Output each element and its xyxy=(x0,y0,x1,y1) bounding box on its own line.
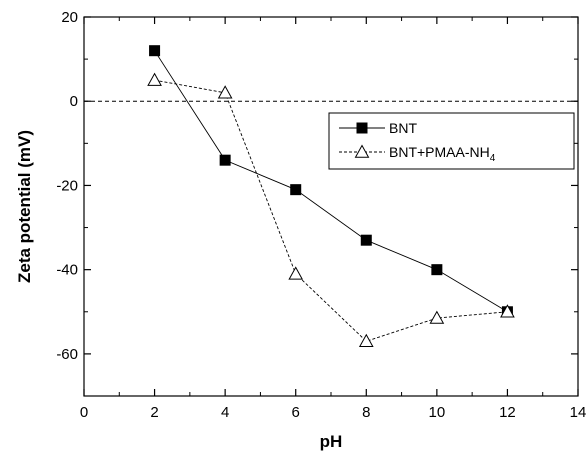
data-point xyxy=(219,154,231,166)
legend: BNT BNT+PMAA-NH4 xyxy=(328,112,575,170)
y-axis-title: Zeta potential (mV) xyxy=(15,130,34,283)
plot-frame xyxy=(83,16,579,397)
x-tick-label: 0 xyxy=(80,404,88,421)
data-point xyxy=(431,264,443,276)
legend-label: BNT+PMAA-NH4 xyxy=(389,144,496,164)
series-line xyxy=(154,50,508,313)
x-tick-label: 2 xyxy=(150,404,158,421)
data-series xyxy=(147,45,515,347)
data-point xyxy=(217,85,233,99)
data-point xyxy=(358,333,374,347)
x-tick-label: 14 xyxy=(570,404,587,421)
data-point xyxy=(429,310,445,324)
y-tick-label: -40 xyxy=(56,262,78,279)
legend-label: BNT xyxy=(389,120,417,136)
legend-marker xyxy=(354,144,370,158)
data-point xyxy=(147,72,162,86)
x-axis-title: pH xyxy=(320,432,343,451)
x-tick-label: 6 xyxy=(292,404,300,421)
y-tick-label: 0 xyxy=(70,93,78,110)
x-tick-label: 12 xyxy=(499,404,516,421)
data-point xyxy=(149,45,161,57)
data-point xyxy=(360,234,372,246)
y-tick-label: -20 xyxy=(56,177,78,194)
y-tick-label: 20 xyxy=(61,9,78,26)
legend-marker xyxy=(356,122,368,134)
data-point xyxy=(290,184,302,196)
legend-box xyxy=(328,112,575,170)
x-tick-label: 10 xyxy=(429,404,446,421)
data-point xyxy=(288,266,304,280)
data-point xyxy=(500,304,515,318)
legend-item: BNT xyxy=(339,120,417,136)
x-tick-label: 4 xyxy=(221,404,229,421)
legend-item: BNT+PMAA-NH4 xyxy=(339,144,496,164)
x-tick-label: 8 xyxy=(362,404,370,421)
tick-marks xyxy=(83,16,579,397)
tick-labels: 0 2 4 6 8 10 12 14 -60 -40 -20 0 20 xyxy=(56,9,586,421)
y-tick-label: -60 xyxy=(56,346,78,363)
series-bnt xyxy=(149,45,513,318)
series-bnt-pmaa-nh4 xyxy=(147,72,515,347)
